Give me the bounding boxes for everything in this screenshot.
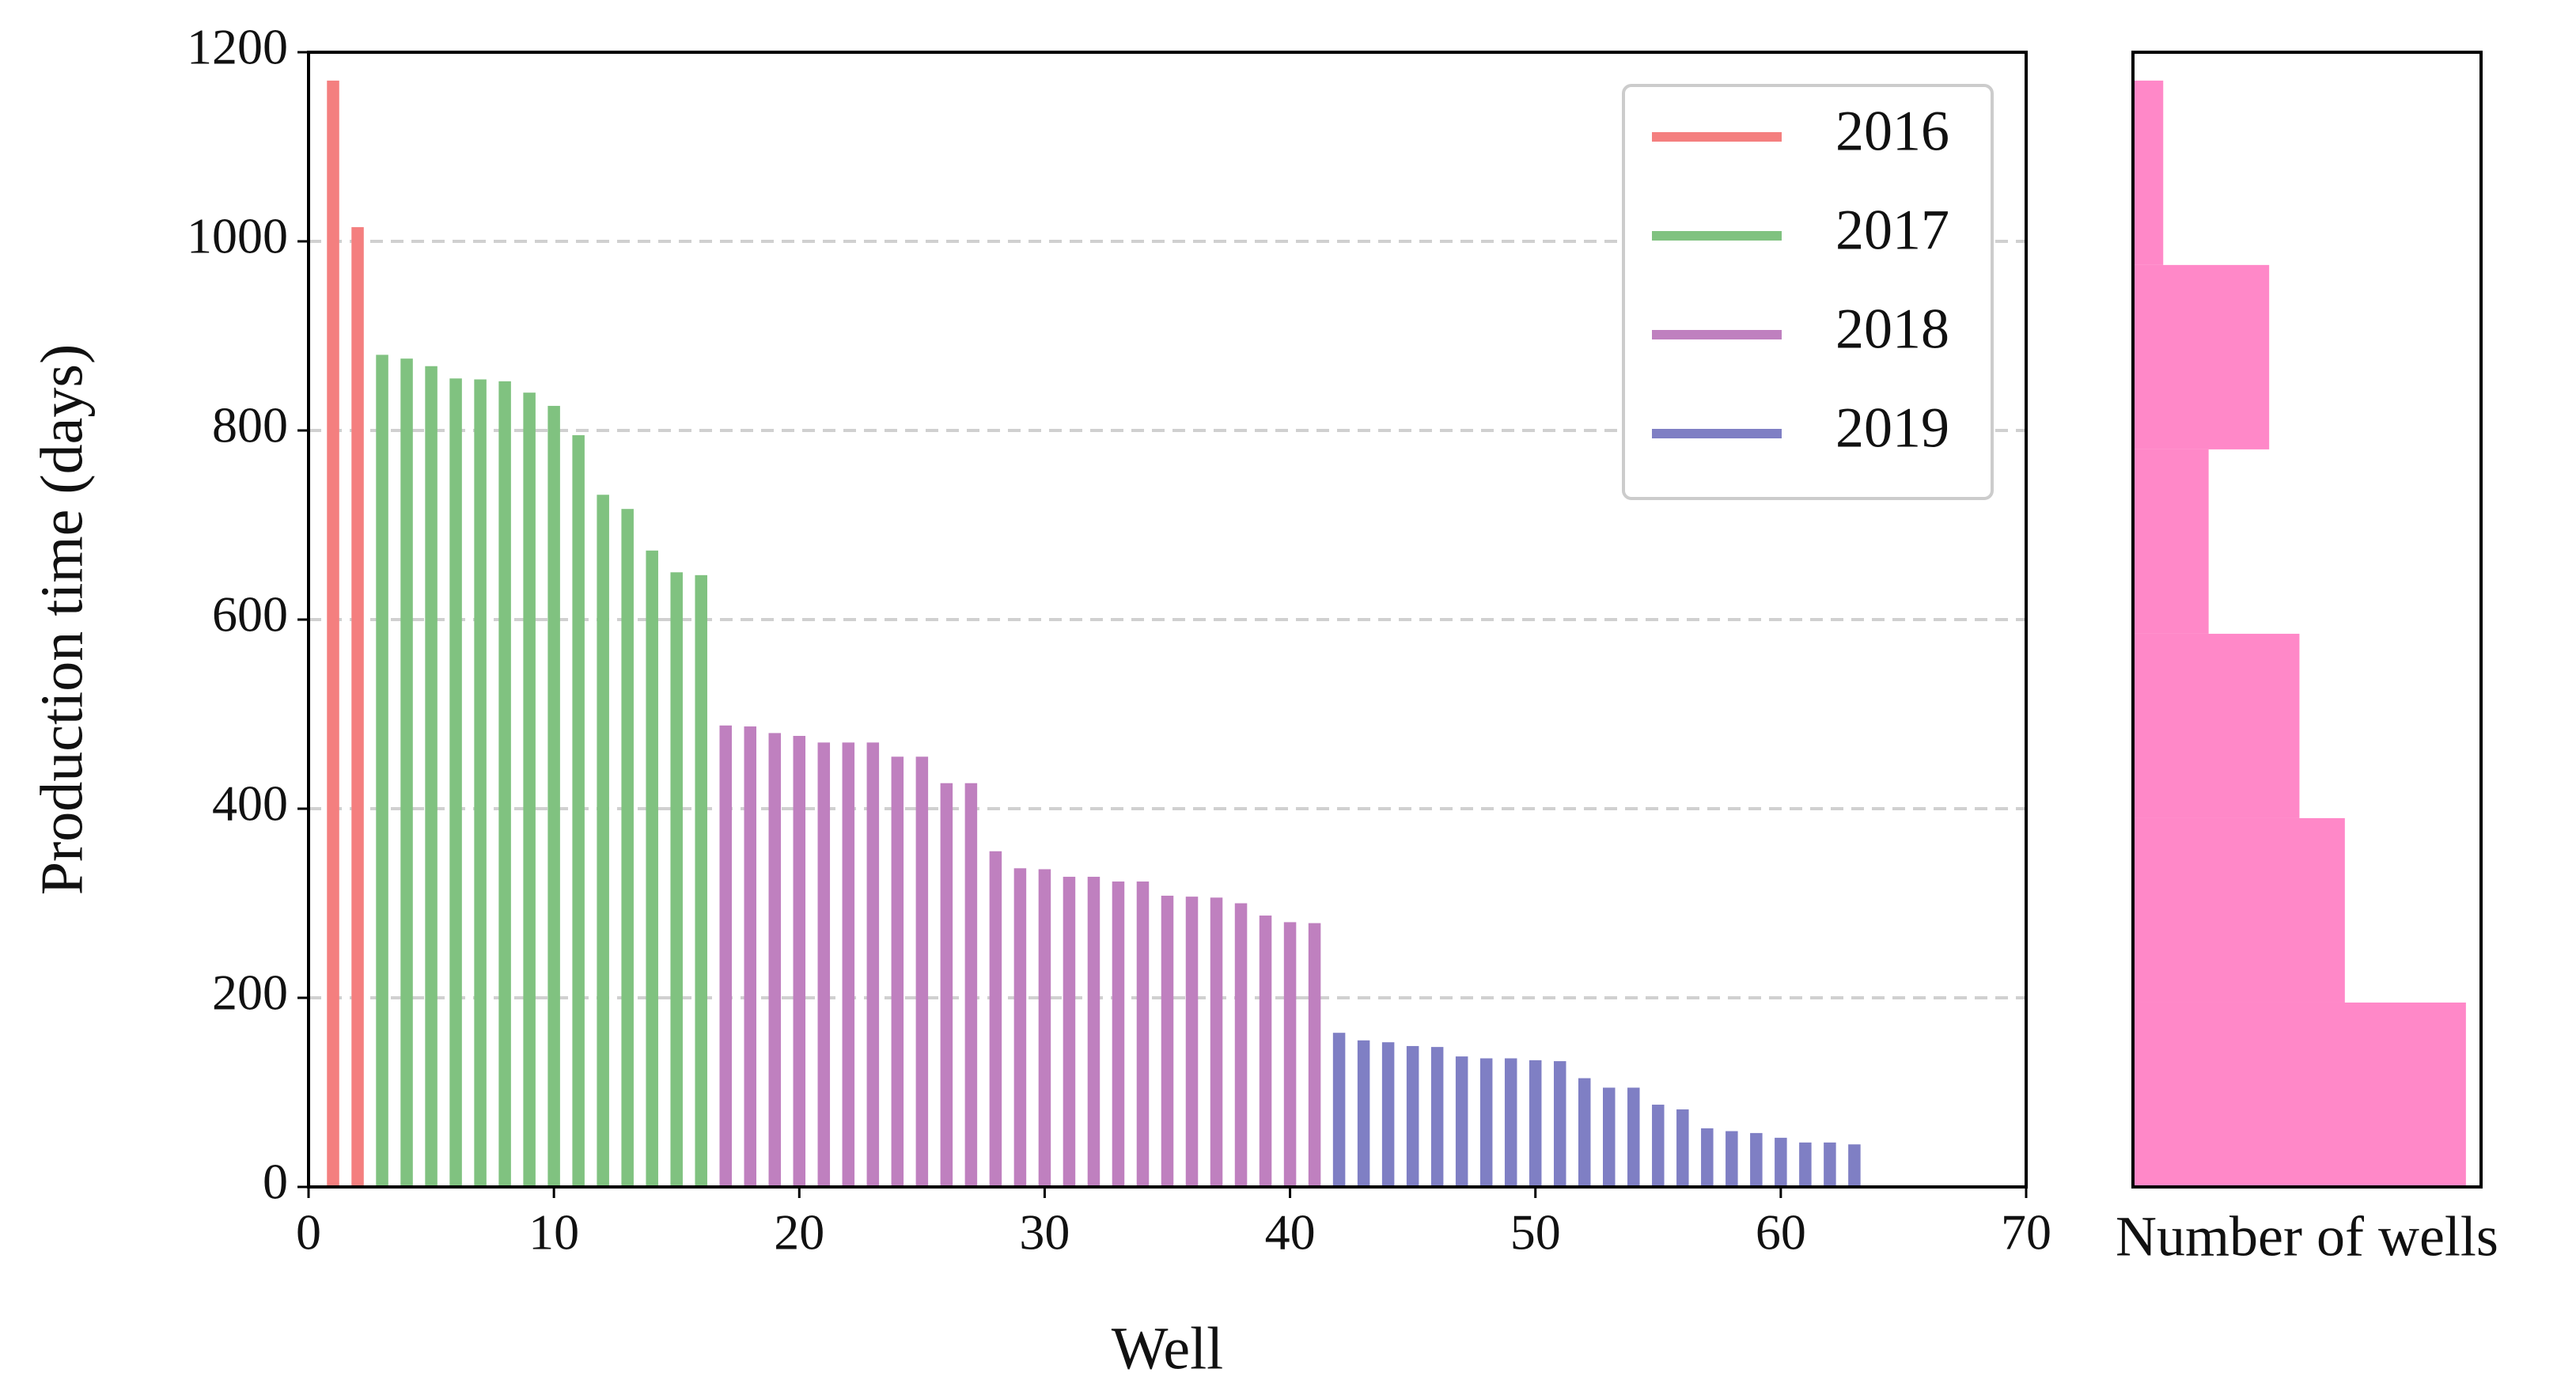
bar xyxy=(670,572,683,1187)
bar xyxy=(842,742,855,1187)
y-tick-label: 200 xyxy=(212,965,288,1021)
hist-bar xyxy=(2133,1002,2466,1187)
bar xyxy=(695,574,707,1187)
bar xyxy=(1357,1040,1370,1187)
hist-bar xyxy=(2133,633,2300,818)
bar xyxy=(449,378,462,1187)
bar xyxy=(915,756,929,1187)
hist-bar xyxy=(2133,80,2164,265)
hist-bar xyxy=(2133,449,2209,634)
x-tick-label: 20 xyxy=(774,1204,824,1261)
legend-label: 2018 xyxy=(1835,298,1949,361)
bar xyxy=(1259,916,1272,1187)
bar xyxy=(1750,1132,1763,1187)
bar xyxy=(1234,903,1248,1187)
hist-bar xyxy=(2133,817,2345,1003)
y-tick-label: 1000 xyxy=(187,208,288,264)
bar xyxy=(1775,1137,1787,1187)
bar xyxy=(1848,1144,1861,1187)
x-tick-label: 40 xyxy=(1265,1204,1316,1261)
legend-box xyxy=(1622,84,1994,500)
hist-bar xyxy=(2133,264,2270,449)
bar xyxy=(597,495,609,1187)
bar xyxy=(1406,1045,1419,1187)
bar xyxy=(1799,1142,1812,1187)
bar xyxy=(400,358,413,1188)
y-tick-label: 600 xyxy=(212,586,288,643)
bar xyxy=(1112,881,1125,1187)
x-axis-label: Number of wells xyxy=(2116,1205,2498,1268)
bar xyxy=(1063,877,1076,1187)
bar xyxy=(1430,1047,1444,1187)
bar xyxy=(1504,1058,1517,1187)
x-tick-label: 50 xyxy=(1510,1204,1561,1261)
x-tick-label: 70 xyxy=(2001,1204,2051,1261)
bar xyxy=(327,80,339,1188)
bar xyxy=(498,381,511,1187)
bar xyxy=(1136,881,1150,1187)
legend-label: 2016 xyxy=(1835,100,1949,163)
bar xyxy=(768,733,782,1187)
bar xyxy=(1038,869,1051,1187)
bar xyxy=(1087,877,1100,1187)
bar xyxy=(572,434,585,1187)
bar xyxy=(1283,922,1297,1187)
plot-frame xyxy=(307,51,2028,1189)
bar xyxy=(1308,923,1321,1187)
bar xyxy=(1701,1128,1714,1187)
x-tick-label: 60 xyxy=(1756,1204,1806,1261)
bar xyxy=(1603,1087,1616,1187)
bar xyxy=(523,392,536,1187)
bar xyxy=(1332,1033,1346,1187)
x-tick-label: 10 xyxy=(528,1204,579,1261)
bar xyxy=(1627,1087,1640,1187)
bar xyxy=(646,550,658,1187)
y-tick-label: 1200 xyxy=(187,19,288,75)
bar xyxy=(1726,1131,1738,1187)
bar xyxy=(1529,1060,1542,1187)
x-axis-label: Well xyxy=(1112,1315,1224,1382)
bar xyxy=(744,726,757,1187)
bar xyxy=(351,227,364,1188)
bar xyxy=(989,851,1002,1187)
legend-label: 2017 xyxy=(1835,199,1949,262)
y-axis-label: Production time (days) xyxy=(28,344,95,896)
bar xyxy=(1578,1078,1591,1187)
bar xyxy=(1479,1058,1493,1187)
bar xyxy=(1381,1042,1395,1187)
legend-label: 2019 xyxy=(1835,396,1949,460)
main-plot: 0 200 400 600 800 1000 1200 0 10 20 30 40 50 60 70 Well… xyxy=(28,19,2051,1382)
bar xyxy=(964,783,978,1187)
y-tick-label: 800 xyxy=(212,397,288,453)
bar xyxy=(940,783,953,1187)
legend: 2016 2017 2018 2019 xyxy=(1622,84,1994,500)
bar xyxy=(425,366,438,1187)
histogram-plot: Number of wells xyxy=(2116,51,2498,1268)
bar xyxy=(474,379,487,1188)
bar xyxy=(621,509,634,1187)
bar xyxy=(1824,1142,1836,1187)
bar xyxy=(1161,895,1174,1187)
bar xyxy=(1676,1109,1689,1187)
plot-frame xyxy=(2131,51,2483,1189)
x-tick-label: 30 xyxy=(1019,1204,1070,1261)
bar xyxy=(376,354,388,1187)
bar xyxy=(866,742,880,1187)
bar xyxy=(719,725,732,1187)
bar xyxy=(817,742,831,1187)
bar xyxy=(891,756,904,1187)
bar xyxy=(547,405,560,1187)
bar xyxy=(1553,1061,1566,1187)
bar xyxy=(793,735,806,1187)
bar xyxy=(1210,897,1223,1187)
x-tick-label: 0 xyxy=(296,1204,321,1261)
bar xyxy=(1013,868,1027,1187)
bar xyxy=(1652,1105,1665,1187)
y-tick-label: 0 xyxy=(263,1154,288,1210)
y-tick-label: 400 xyxy=(212,775,288,832)
bar xyxy=(1185,897,1199,1187)
bar xyxy=(1455,1056,1468,1187)
